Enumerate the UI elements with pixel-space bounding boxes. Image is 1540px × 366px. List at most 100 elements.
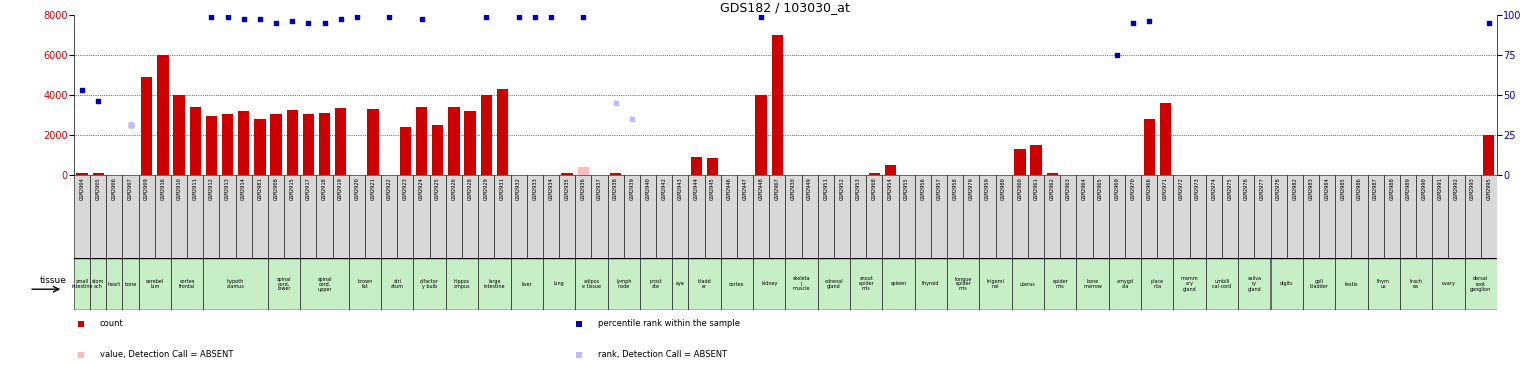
Bar bbox=[368, 109, 379, 175]
Text: trach
ea: trach ea bbox=[1409, 279, 1423, 289]
Bar bbox=[639, 258, 671, 310]
Bar bbox=[979, 258, 1012, 310]
Bar bbox=[157, 55, 168, 175]
Bar bbox=[74, 258, 89, 310]
Text: ovary: ovary bbox=[1441, 281, 1455, 287]
Bar bbox=[336, 108, 347, 175]
Point bbox=[619, 116, 644, 122]
Text: GSM2920: GSM2920 bbox=[354, 178, 359, 200]
Bar bbox=[1254, 175, 1270, 258]
Text: GSM2940: GSM2940 bbox=[645, 178, 650, 200]
Bar bbox=[300, 175, 317, 258]
Text: eye: eye bbox=[676, 281, 685, 287]
Bar bbox=[74, 175, 89, 258]
Text: GSM2908: GSM2908 bbox=[274, 178, 279, 200]
Bar bbox=[510, 258, 542, 310]
Text: mamm
ary
gland: mamm ary gland bbox=[1181, 276, 1198, 291]
Point bbox=[263, 20, 288, 26]
Text: GSM2931: GSM2931 bbox=[500, 178, 505, 200]
Text: snout
epider
mis: snout epider mis bbox=[858, 276, 875, 291]
Point bbox=[522, 14, 547, 20]
Bar bbox=[947, 258, 979, 310]
Bar bbox=[1044, 258, 1076, 310]
Bar bbox=[869, 173, 879, 175]
Bar bbox=[885, 165, 896, 175]
Point bbox=[328, 16, 353, 22]
Text: lymph
node: lymph node bbox=[616, 279, 631, 289]
Bar bbox=[1400, 175, 1415, 258]
Bar bbox=[801, 175, 818, 258]
Text: GSM2904: GSM2904 bbox=[80, 178, 85, 200]
Text: spinal
cord,
upper: spinal cord, upper bbox=[317, 276, 331, 291]
Bar bbox=[123, 175, 139, 258]
Bar bbox=[527, 175, 542, 258]
Bar bbox=[1400, 258, 1432, 310]
Text: GSM2956: GSM2956 bbox=[921, 178, 926, 200]
Bar bbox=[1012, 175, 1027, 258]
Text: GSM2925: GSM2925 bbox=[436, 178, 440, 200]
Text: skeleta
l
muscle: skeleta l muscle bbox=[793, 276, 810, 291]
Bar bbox=[1270, 175, 1287, 258]
Point bbox=[377, 14, 402, 20]
Point bbox=[1477, 20, 1502, 26]
Point bbox=[1137, 18, 1161, 24]
Bar bbox=[930, 175, 947, 258]
Text: GSM2984: GSM2984 bbox=[1324, 178, 1329, 200]
Bar bbox=[317, 175, 333, 258]
Text: large
intestine: large intestine bbox=[484, 279, 505, 289]
Text: GSM2962: GSM2962 bbox=[1050, 178, 1055, 200]
Text: epider
mis: epider mis bbox=[1052, 279, 1069, 289]
Point bbox=[296, 20, 320, 26]
Text: GSM2929: GSM2929 bbox=[484, 178, 488, 200]
Bar bbox=[433, 125, 444, 175]
Text: GSM2977: GSM2977 bbox=[1260, 178, 1264, 200]
Bar bbox=[671, 258, 688, 310]
Bar bbox=[1206, 258, 1238, 310]
Point bbox=[119, 122, 143, 128]
Bar bbox=[736, 175, 753, 258]
Bar bbox=[106, 175, 123, 258]
Bar bbox=[462, 175, 477, 258]
Text: GSM2930: GSM2930 bbox=[792, 178, 796, 200]
Text: GSM2979: GSM2979 bbox=[969, 178, 973, 200]
Bar bbox=[1384, 175, 1400, 258]
Text: GSM2937: GSM2937 bbox=[598, 178, 602, 200]
Bar bbox=[850, 258, 882, 310]
Bar bbox=[610, 173, 621, 175]
Bar bbox=[268, 258, 300, 310]
Bar bbox=[283, 175, 300, 258]
Bar bbox=[1415, 175, 1432, 258]
Bar bbox=[753, 175, 768, 258]
Bar bbox=[688, 175, 704, 258]
Bar bbox=[1158, 175, 1173, 258]
Text: GSM2978: GSM2978 bbox=[1277, 178, 1281, 200]
Bar bbox=[1141, 258, 1173, 310]
Text: heart: heart bbox=[108, 281, 122, 287]
Text: GSM2951: GSM2951 bbox=[824, 178, 829, 200]
Bar bbox=[624, 175, 639, 258]
Point bbox=[69, 321, 94, 327]
Text: GSM2958: GSM2958 bbox=[953, 178, 958, 200]
Text: GSM2995: GSM2995 bbox=[1486, 178, 1491, 200]
Text: GSM2970: GSM2970 bbox=[1130, 178, 1135, 200]
Text: GSM2966: GSM2966 bbox=[1147, 178, 1152, 200]
Text: GSM2957: GSM2957 bbox=[936, 178, 941, 200]
Bar bbox=[477, 258, 510, 310]
Text: stom
ach: stom ach bbox=[92, 279, 105, 289]
Text: GSM2907: GSM2907 bbox=[128, 178, 132, 200]
Bar bbox=[497, 89, 508, 175]
Bar bbox=[1287, 175, 1303, 258]
Text: cortex: cortex bbox=[728, 281, 745, 287]
Bar bbox=[1270, 258, 1303, 310]
Text: GSM2953: GSM2953 bbox=[856, 178, 861, 200]
Bar bbox=[1173, 258, 1206, 310]
Text: brown
fat: brown fat bbox=[357, 279, 373, 289]
Bar bbox=[591, 175, 607, 258]
Text: saliva
ry
gland: saliva ry gland bbox=[1247, 276, 1261, 291]
Text: GSM2934: GSM2934 bbox=[548, 178, 553, 200]
Bar bbox=[239, 111, 249, 175]
Text: GSM2973: GSM2973 bbox=[1195, 178, 1200, 200]
Bar bbox=[89, 258, 106, 310]
Text: GSM2991: GSM2991 bbox=[1438, 178, 1443, 200]
Text: GSM2993: GSM2993 bbox=[1471, 178, 1475, 200]
